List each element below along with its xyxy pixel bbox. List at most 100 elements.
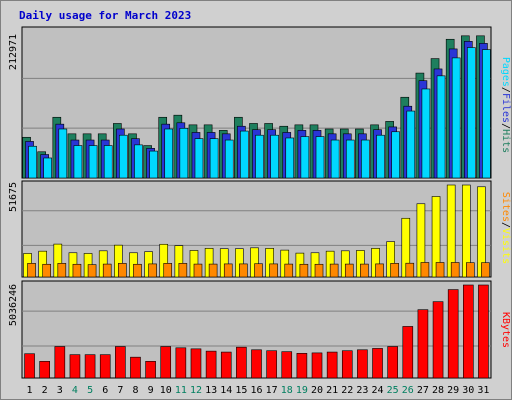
bar-sites-day-24	[375, 263, 384, 278]
bar-pages-day-12	[194, 138, 204, 179]
x-tick-label: 18	[281, 385, 293, 396]
chart-panels: 212971 51675 5036246	[8, 26, 492, 379]
legend-part: Pages	[500, 57, 511, 87]
legend-kbytes: KBytes	[500, 312, 511, 348]
bar-pages-day-3	[58, 128, 68, 179]
bar-sites-day-17	[269, 263, 278, 278]
x-tick-label: 16	[250, 385, 262, 396]
legend-part: /	[500, 123, 511, 129]
x-tick-label: 2	[42, 385, 48, 396]
x-axis-labels: 1 2 3 4 5 6 7 8 9 10 11 12 13 14 15 16 17 18 19 20 21 22 23 24 2…	[27, 385, 490, 396]
bar-kbytes-day-17	[266, 350, 277, 379]
legend-hits-files-pages: Pages/Files/Hits	[500, 57, 511, 153]
x-tick-label: 17	[266, 385, 278, 396]
bar-sites-day-5	[87, 264, 97, 278]
bar-kbytes-day-9	[145, 361, 156, 379]
x-tick-label: 15	[235, 385, 247, 396]
bar-kbytes-day-26	[402, 326, 414, 379]
bar-pages-day-4	[73, 145, 83, 179]
bar-sites-day-18	[284, 263, 294, 278]
bar-pages-day-1	[28, 145, 37, 179]
bar-sites-day-11	[178, 263, 188, 278]
bar-pages-day-31	[482, 49, 491, 179]
y-max-label: 51675	[8, 182, 19, 212]
x-tick-label: 7	[117, 385, 123, 396]
bar-kbytes-day-31	[478, 284, 489, 379]
bar-pages-day-18	[285, 137, 295, 179]
bar-pages-day-9	[149, 150, 158, 179]
bar-kbytes-day-25	[387, 346, 398, 379]
bar-kbytes-day-14	[220, 351, 232, 379]
bar-sites-day-7	[118, 263, 127, 278]
bar-sites-day-1	[27, 263, 36, 278]
bar-kbytes-day-23	[357, 349, 368, 379]
x-tick-label: 8	[132, 385, 138, 396]
bar-kbytes-day-30	[463, 284, 474, 379]
bar-sites-day-25	[390, 263, 399, 278]
x-tick-label: 24	[372, 385, 384, 396]
bar-kbytes-day-13	[205, 350, 217, 379]
bar-kbytes-day-1	[24, 353, 35, 379]
bar-sites-day-29	[450, 262, 460, 278]
bar-kbytes-day-6	[99, 354, 111, 379]
bar-sites-day-26	[405, 262, 415, 278]
bar-sites-day-31	[481, 262, 490, 278]
bar-sites-day-13	[208, 263, 218, 278]
bar-sites-day-10	[163, 263, 173, 278]
bar-pages-day-26	[406, 110, 416, 179]
x-tick-label: 22	[341, 385, 353, 396]
bar-pages-day-15	[240, 130, 249, 179]
bar-sites-day-28	[435, 262, 445, 278]
bar-sites-day-6	[102, 263, 112, 278]
legend-part: KBytes	[500, 312, 511, 348]
legend-part: /	[500, 222, 511, 228]
bar-sites-day-16	[254, 263, 263, 278]
bar-pages-day-13	[209, 138, 219, 179]
bar-sites-day-8	[133, 263, 142, 278]
bar-pages-day-17	[270, 134, 279, 179]
legend-part: Visits	[500, 228, 511, 264]
bar-sites-day-20	[314, 263, 324, 278]
bar-sites-day-14	[223, 263, 233, 278]
bar-kbytes-day-27	[417, 309, 429, 379]
bar-pages-day-29	[451, 57, 461, 179]
bar-pages-day-19	[300, 136, 310, 179]
bar-kbytes-day-28	[432, 301, 444, 379]
bar-kbytes-day-19	[296, 353, 308, 379]
bar-kbytes-day-8	[130, 356, 141, 379]
bar-pages-day-8	[134, 144, 143, 179]
bar-kbytes-day-29	[447, 289, 459, 379]
bar-pages-day-11	[179, 128, 189, 179]
bar-kbytes-day-3	[54, 346, 66, 379]
bar-kbytes-day-15	[236, 346, 247, 379]
x-tick-label: 11	[175, 385, 187, 396]
x-tick-label: 12	[190, 385, 202, 396]
x-tick-label: 19	[296, 385, 308, 396]
bar-sites-day-30	[466, 262, 475, 278]
bar-kbytes-day-2	[39, 361, 50, 379]
legend-part: Hits	[500, 129, 511, 153]
bar-sites-day-9	[148, 263, 157, 278]
bar-pages-day-24	[376, 134, 385, 179]
bar-pages-day-28	[436, 75, 446, 179]
bar-kbytes-day-22	[341, 350, 353, 379]
bar-kbytes-day-18	[281, 351, 293, 379]
bar-kbytes-day-20	[311, 352, 323, 379]
bar-pages-day-5	[88, 145, 98, 179]
panel-kbytes: 5036246	[8, 280, 492, 379]
bar-kbytes-day-10	[160, 346, 172, 379]
bar-kbytes-day-24	[372, 348, 383, 379]
bar-kbytes-day-4	[69, 354, 81, 379]
y-max-label: 212971	[8, 34, 19, 70]
x-tick-label: 1	[27, 385, 33, 396]
bar-sites-day-27	[420, 262, 430, 278]
bar-sites-day-23	[360, 263, 369, 278]
x-tick-label: 31	[477, 385, 489, 396]
x-tick-label: 3	[57, 385, 63, 396]
bar-pages-day-21	[330, 139, 340, 179]
chart-title: Daily usage for March 2023	[19, 9, 191, 22]
bar-sites-day-12	[193, 263, 203, 278]
bar-pages-day-25	[391, 131, 400, 179]
